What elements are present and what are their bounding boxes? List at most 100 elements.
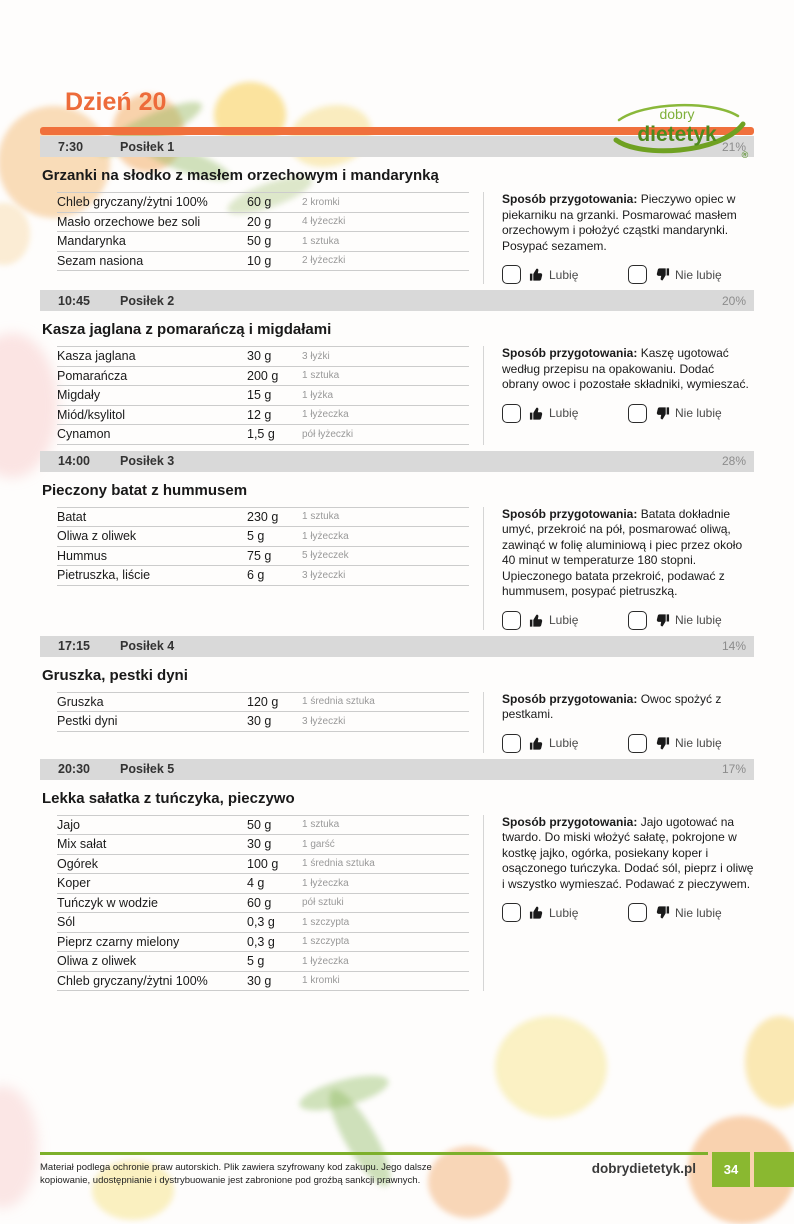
ingredient-amount: 5 g [247, 954, 265, 969]
meal-time: 17:15 [58, 639, 90, 653]
ingredient-amount: 60 g [247, 195, 272, 210]
ingredient-measure: pół sztuki [302, 897, 344, 909]
ingredient-measure: 2 łyżeczki [302, 255, 346, 267]
logo-word-dietetyk: dietetyk [637, 123, 717, 146]
ingredient-measure: 2 kromki [302, 196, 340, 208]
ingredient-name: Masło orzechowe bez soli [57, 214, 201, 229]
orange-divider-bar [40, 127, 754, 135]
ingredient-row: Hummus 75 g 5 łyżeczek [57, 547, 469, 566]
ingredient-amount: 4 g [247, 876, 265, 891]
ingredient-amount: 30 g [247, 837, 272, 852]
recipe-title: Grzanki na słodko z masłem orzechowym i … [42, 167, 439, 184]
ingredient-row: Pomarańcza 200 g 1 sztuka [57, 367, 469, 386]
logo-registered-mark: ® [742, 150, 749, 160]
like-checkbox[interactable] [502, 733, 521, 753]
meal-section: 14:00 Posiłek 3 28% Pieczony batat z hum… [40, 450, 754, 630]
meal-energy-percent: 21% [721, 139, 746, 154]
ingredient-measure: 1 łyżeczka [302, 530, 349, 542]
ingredient-amount: 10 g [247, 253, 272, 268]
dislike-group: Nie lubię [628, 403, 754, 423]
thumbs-up-icon [529, 268, 543, 281]
ingredient-measure: 1 łyżeczka [302, 409, 349, 421]
recipe-title: Lekka sałatka z tuńczyka, pieczywo [42, 789, 295, 807]
ingredient-row: Pietruszka, liście 6 g 3 łyżeczki [57, 566, 469, 586]
feedback-row: Lubię Nie lubię [502, 403, 754, 423]
ingredient-name: Cynamon [57, 427, 111, 442]
meal-time: 14:00 [58, 454, 90, 468]
ingredient-name: Tuńczyk w wodzie [57, 895, 158, 910]
ingredient-name: Chleb gryczany/żytni 100% [57, 195, 208, 210]
preparation-label: Sposób przygotowania: [502, 192, 638, 206]
like-label: Lubię [549, 613, 579, 627]
feedback-row: Lubię Nie lubię [502, 265, 754, 284]
ingredient-measure: 1 garść [302, 838, 335, 850]
meal-content: Kasza jaglana 30 g 3 łyżki Pomarańcza 20… [40, 346, 754, 445]
ingredient-amount: 75 g [247, 548, 272, 563]
ingredient-row: Cynamon 1,5 g pół łyżeczki [57, 425, 469, 445]
ingredient-amount: 1,5 g [247, 427, 275, 442]
ingredient-name: Kasza jaglana [57, 349, 136, 364]
ingredient-measure: 1 średnia sztuka [302, 696, 375, 708]
ingredient-amount: 30 g [247, 973, 272, 988]
ingredients-column: Jajo 50 g 1 sztuka Mix sałat 30 g 1 garś… [40, 814, 469, 991]
ingredient-row: Miód/ksylitol 12 g 1 łyżeczka [57, 406, 469, 425]
ingredient-measure: 3 łyżeczki [302, 715, 346, 727]
meal-content: Batat 230 g 1 sztuka Oliwa z oliwek 5 g … [40, 506, 754, 630]
meal-section: 10:45 Posiłek 2 20% Kasza jaglana z poma… [40, 290, 754, 445]
ingredient-amount: 20 g [247, 214, 272, 229]
like-label: Lubię [549, 905, 579, 920]
ingredient-measure: 1 łyżka [302, 389, 334, 401]
ingredient-row: Sezam nasiona 10 g 2 łyżeczki [57, 252, 469, 271]
meal-header-bar: 17:15 Posiłek 4 14% [40, 635, 754, 657]
footer-edge-block [754, 1152, 794, 1187]
like-checkbox[interactable] [502, 403, 521, 423]
dislike-checkbox[interactable] [628, 265, 647, 284]
thumbs-down-icon [656, 736, 670, 749]
preparation-column: Sposób przygotowania: Jajo ugotować na t… [483, 814, 754, 991]
ingredient-measure: pół łyżeczki [302, 428, 354, 440]
ingredient-measure: 1 sztuka [302, 819, 340, 831]
ingredient-row: Gruszka 120 g 1 średnia sztuka [57, 693, 469, 712]
like-label: Lubię [549, 736, 579, 750]
like-checkbox[interactable] [502, 265, 521, 284]
ingredient-row: Mandarynka 50 g 1 sztuka [57, 232, 469, 252]
dislike-checkbox[interactable] [628, 403, 647, 423]
meal-section: 7:30 Posiłek 1 21% Grzanki na słodko z m… [40, 136, 754, 284]
preparation-text: Sposób przygotowania: Pieczywo opiec w p… [502, 192, 754, 254]
dislike-checkbox[interactable] [628, 733, 647, 753]
dislike-label: Nie lubię [675, 905, 722, 920]
ingredient-name: Pietruszka, liście [57, 568, 151, 583]
thumbs-up-icon [529, 906, 543, 919]
dislike-checkbox[interactable] [628, 903, 647, 922]
dislike-group: Nie lubię [628, 610, 754, 630]
ingredient-name: Migdały [57, 388, 101, 403]
meal-content: Gruszka 120 g 1 średnia sztuka Pestki dy… [40, 691, 754, 753]
page-content: Dzień 20 7:30 Posiłek 1 21% Grzanki na s… [0, 88, 794, 991]
ingredient-row: Tuńczyk w wodzie 60 g pół sztuki [57, 894, 469, 913]
dislike-checkbox[interactable] [628, 610, 647, 630]
dislike-group: Nie lubię [628, 733, 754, 753]
ingredient-amount: 100 g [247, 856, 279, 871]
dislike-label: Nie lubię [675, 613, 722, 627]
ingredient-amount: 12 g [247, 407, 272, 422]
page-number-badge: 34 [712, 1152, 750, 1187]
ingredient-measure: 3 łyżeczki [302, 569, 346, 581]
thumbs-down-icon [656, 406, 670, 419]
like-checkbox[interactable] [502, 610, 521, 630]
ingredient-row: Pestki dyni 30 g 3 łyżeczki [57, 712, 469, 732]
dislike-group: Nie lubię [628, 265, 754, 284]
like-checkbox[interactable] [502, 903, 521, 922]
meal-header-bar: 10:45 Posiłek 2 20% [40, 290, 754, 311]
ingredient-measure: 1 średnia sztuka [302, 858, 375, 870]
ingredient-row: Migdały 15 g 1 łyżka [57, 386, 469, 406]
ingredient-row: Jajo 50 g 1 sztuka [57, 816, 469, 835]
ingredient-measure: 1 szczypta [302, 916, 350, 928]
ingredients-table: Jajo 50 g 1 sztuka Mix sałat 30 g 1 garś… [57, 814, 469, 991]
decoration-lemon-slice-bottom-right [745, 1016, 794, 1108]
ingredients-table: Chleb gryczany/żytni 100% 60 g 2 kromki … [57, 192, 469, 271]
ingredient-amount: 30 g [247, 714, 272, 729]
preparation-body: Pieczywo opiec w piekarniku na grzanki. … [502, 192, 737, 253]
ingredient-amount: 0,3 g [247, 934, 275, 949]
ingredient-amount: 60 g [247, 895, 272, 910]
ingredient-name: Pomarańcza [57, 368, 128, 383]
